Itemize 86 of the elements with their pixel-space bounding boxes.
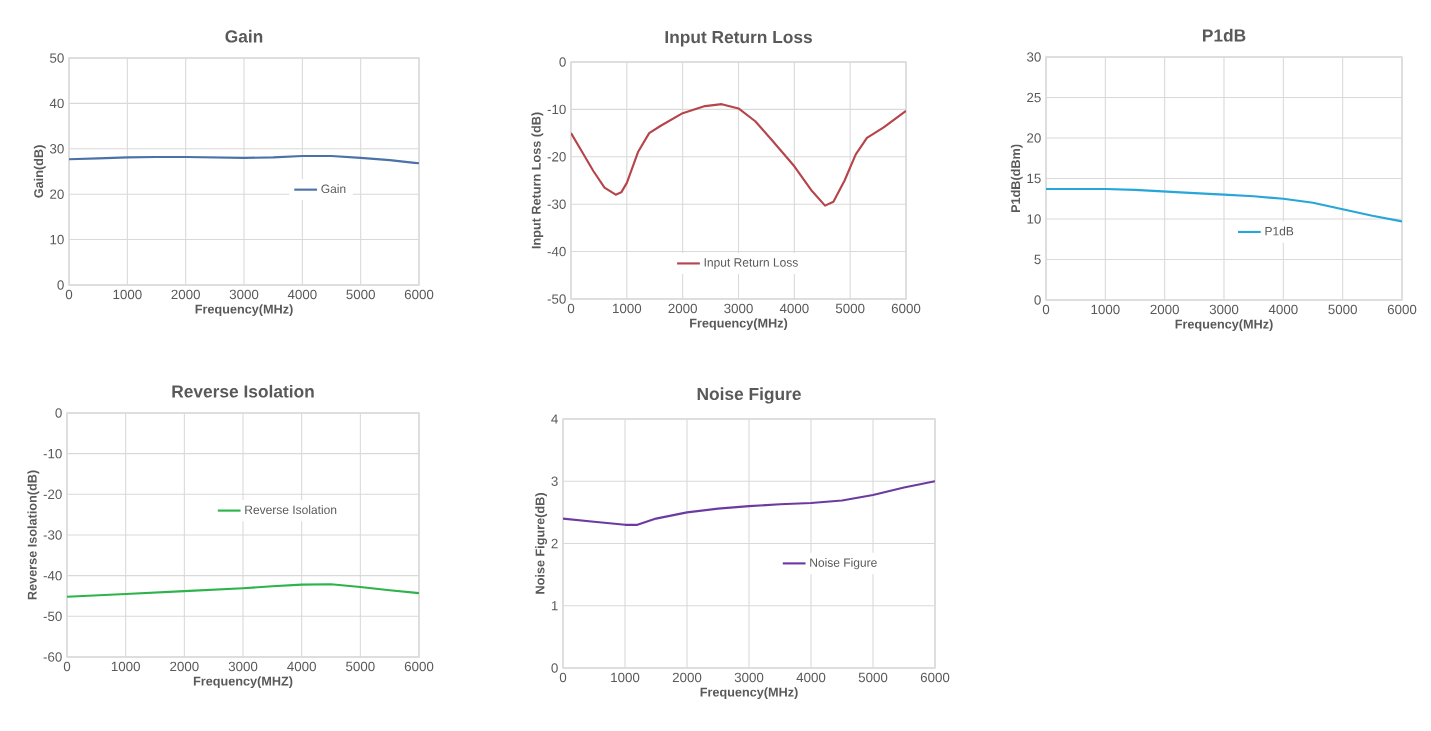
y-tick-label: 4 [551,414,558,424]
y-tick-label: 25 [1027,92,1041,103]
x-tick-label: 3000 [229,289,259,300]
x-tick-label: 2000 [1150,304,1179,315]
chart-title: Noise Figure [697,387,801,404]
x-tick-label: 3000 [1209,304,1239,315]
x-tick-label: 5000 [346,661,375,672]
x-tick-label: 0 [65,289,73,300]
y-tick-label: -40 [43,570,62,581]
x-axis-title: Frequency(MHz) [690,318,788,331]
x-tick-label: 6000 [404,661,434,672]
x-tick-label: 1000 [1091,304,1120,315]
x-tick-label: 0 [567,303,575,314]
y-tick-label: -30 [547,199,566,209]
x-axis-title: Frequency(MHZ) [193,676,293,689]
x-tick-label: 4000 [287,661,316,672]
y-tick-label: -50 [43,611,62,622]
y-tick-label: -10 [547,104,566,115]
y-tick-label: 50 [50,53,64,63]
x-tick-label: 6000 [891,303,921,314]
x-tick-label: 1000 [611,672,640,683]
y-tick-label: 10 [50,234,64,245]
y-tick-label: 20 [50,189,64,199]
x-tick-label: 2000 [170,661,199,672]
y-tick-label: 0 [55,408,62,418]
chart-title: Reverse Isolation [172,384,314,398]
x-tick-label: 6000 [404,289,434,300]
x-tick-label: 4000 [779,303,809,314]
y-tick-label: -10 [43,448,62,459]
y-tick-label: 3 [551,476,558,486]
y-axis-title: Input Return Loss (dB) [531,112,544,249]
x-tick-label: 5000 [858,672,888,683]
y-tick-label: -20 [43,489,62,500]
y-tick-label: 0 [57,280,64,290]
x-tick-label: 4000 [796,672,826,683]
legend-label: P1dB [1265,226,1294,236]
line-series [563,480,936,526]
y-tick-label: 5 [1034,254,1041,265]
chart-title: Input Return Loss [665,31,812,47]
x-axis-title: Frequency(MHz) [195,304,293,317]
x-tick-label: 4000 [1268,304,1298,315]
chart-title: P1dB [1203,28,1246,42]
line-series [571,103,907,207]
y-tick-label: -30 [43,530,62,540]
line-series [67,583,419,598]
x-tick-label: 3000 [734,672,764,683]
x-tick-label: 4000 [287,289,317,300]
x-tick-label: 1000 [111,661,140,672]
x-tick-label: 5000 [1328,304,1357,315]
legend-label: Reverse Isolation [245,505,337,515]
y-axis-title: Gain(dB) [33,145,46,198]
y-tick-label: 0 [559,57,566,67]
x-axis-title: Frequency(MHz) [1175,319,1273,332]
chart-title: Gain [225,29,263,43]
y-tick-label: -60 [43,652,62,662]
y-tick-label: 15 [1027,173,1041,184]
y-tick-label: 1 [551,601,558,611]
x-tick-label: 2000 [668,303,697,314]
y-tick-label: 20 [1027,133,1041,143]
x-tick-label: 2000 [672,672,702,683]
legend-label: Gain [321,184,346,194]
legend-label: Noise Figure [810,558,877,570]
x-axis-title: Frequency(MHz) [700,687,798,700]
y-axis-title: Reverse Isolation(dB) [27,470,40,600]
x-tick-label: 6000 [920,672,950,683]
y-tick-label: 30 [49,144,64,154]
y-tick-label: 2 [551,538,558,549]
x-tick-label: 3000 [228,661,258,672]
y-tick-label: -50 [547,294,566,304]
x-tick-label: 2000 [171,289,200,300]
y-tick-label: 40 [49,98,64,109]
x-tick-label: 0 [1042,304,1050,315]
y-axis-title: P1dB(dBm) [1010,144,1023,213]
x-tick-label: 5000 [835,303,865,314]
y-tick-label: 30 [1026,52,1041,62]
x-tick-label: 1000 [113,289,142,300]
y-tick-label: -20 [547,152,566,162]
x-tick-label: 3000 [724,303,753,314]
x-tick-label: 6000 [1387,304,1417,315]
legend-label: Input Return Loss [704,258,798,270]
y-tick-label: 10 [1027,214,1041,224]
x-tick-label: 5000 [346,289,375,300]
x-tick-label: 0 [63,661,71,672]
y-tick-label: -40 [547,246,566,257]
x-tick-label: 1000 [613,303,642,314]
y-axis-title: Noise Figure(dB) [535,493,548,594]
